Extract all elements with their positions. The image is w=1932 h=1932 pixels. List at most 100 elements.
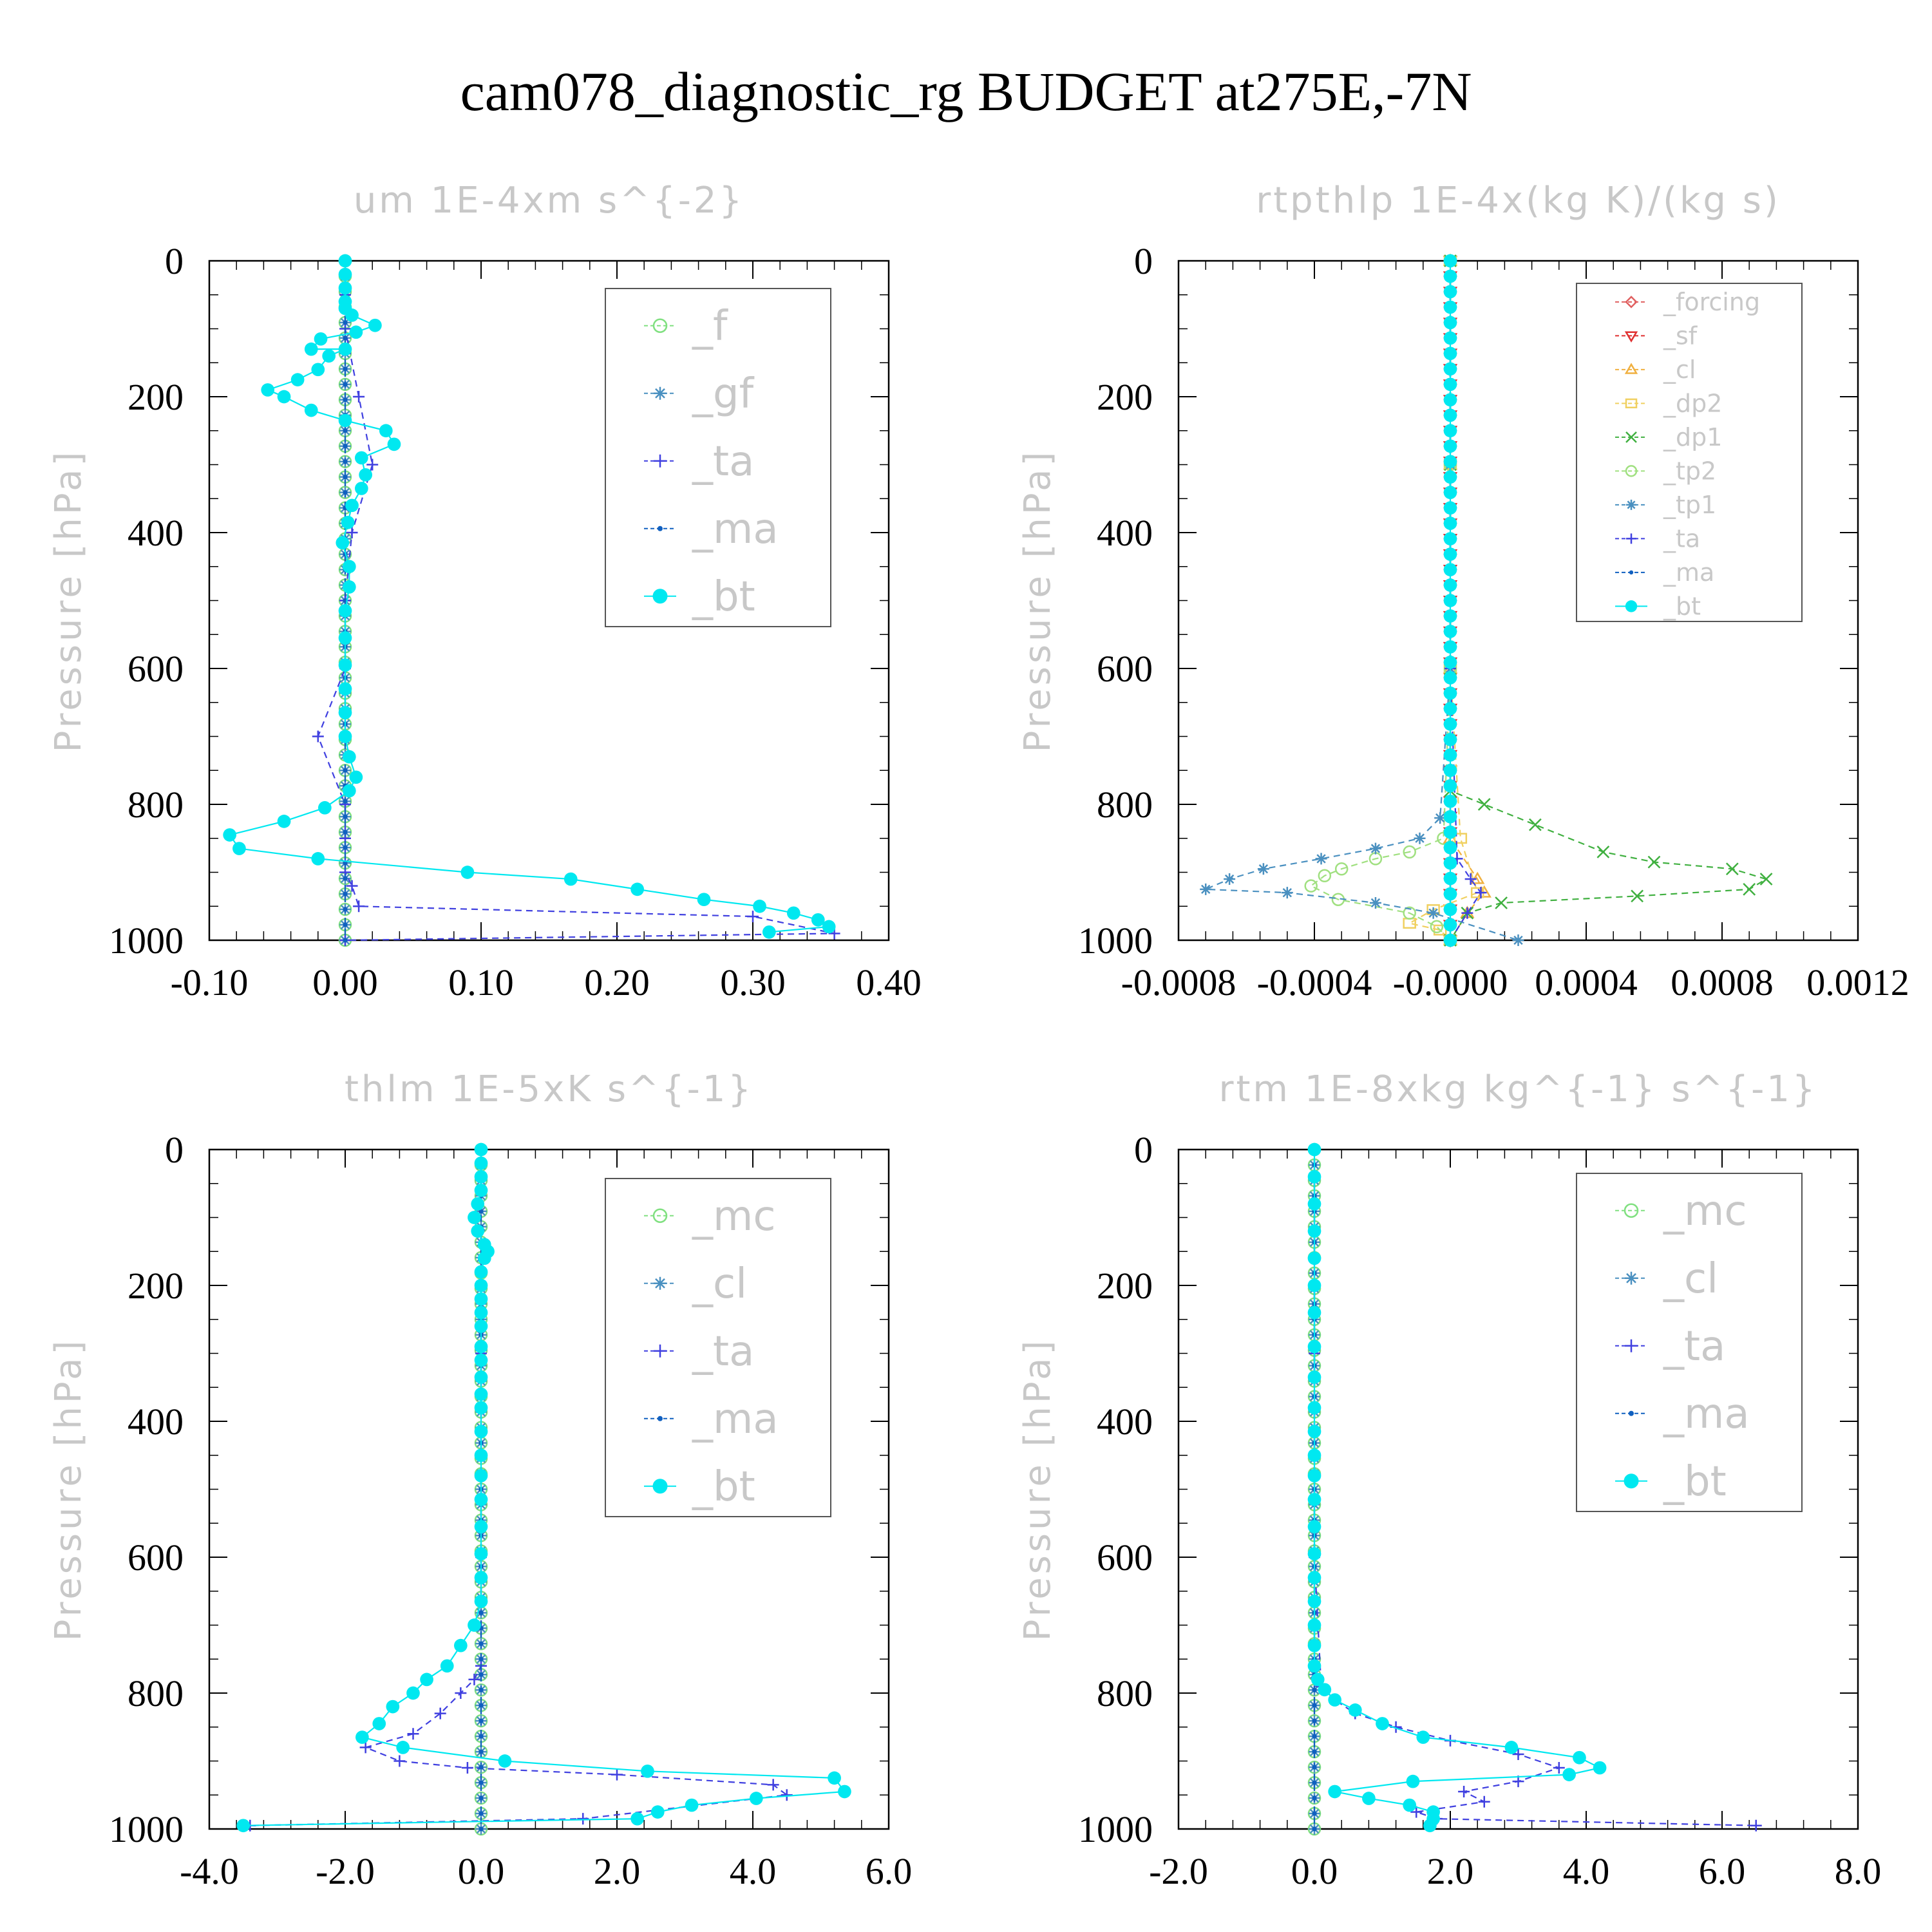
series-point <box>1427 907 1439 919</box>
series-point <box>478 1610 484 1615</box>
legend-marker <box>658 1416 663 1421</box>
series-point <box>455 1687 467 1699</box>
series-point <box>1504 1741 1519 1754</box>
series-point <box>474 1319 488 1333</box>
series-point <box>1458 1785 1470 1797</box>
series-point <box>474 1142 488 1157</box>
series-point <box>478 1687 484 1692</box>
legend-box <box>1576 1173 1803 1512</box>
x-tick-label: 0.0 <box>1291 1850 1338 1892</box>
series-point <box>353 391 365 402</box>
legend-label: _ta <box>1663 1323 1725 1370</box>
series-point <box>343 876 348 881</box>
series-point <box>407 1728 419 1740</box>
legend-label: _bt <box>692 1463 755 1511</box>
series-point <box>1312 1718 1317 1723</box>
y-axis-label: Pressure [hPa] <box>48 1338 90 1642</box>
series-point <box>474 1292 488 1306</box>
series-point <box>345 308 359 322</box>
y-tick-label: 0 <box>1134 1129 1153 1171</box>
legend-marker <box>1625 431 1637 443</box>
series-point <box>349 325 363 339</box>
series-point <box>474 1401 488 1415</box>
series-point <box>685 1798 699 1812</box>
series-point <box>354 482 368 495</box>
x-tick-label: -0.0008 <box>1121 961 1236 1003</box>
series-point <box>1318 1683 1332 1697</box>
legend-label: _cl <box>692 1260 747 1308</box>
series-point <box>387 437 401 451</box>
series-point <box>1433 924 1447 936</box>
series-point <box>1312 1765 1317 1770</box>
series-point <box>1315 853 1327 865</box>
legend-box <box>605 288 831 627</box>
series-point <box>343 938 348 943</box>
x-tick-label: -2.0 <box>1149 1850 1208 1892</box>
series-point <box>1443 763 1457 777</box>
series-point <box>236 1819 251 1833</box>
series-point <box>346 527 358 538</box>
panel-3: -4.0 -2.0 0.0 2.0 4.0 6.0 0 200 400 600 800 1000 thl… <box>48 1068 912 1892</box>
series-point <box>343 922 348 927</box>
y-tick-label: 800 <box>1097 784 1153 826</box>
series-point <box>343 829 348 835</box>
series-point <box>781 1789 793 1801</box>
series-point <box>1443 825 1457 839</box>
series-point <box>1311 1672 1325 1687</box>
series-point <box>338 631 352 645</box>
series-point <box>1312 1795 1317 1801</box>
legend-marker <box>654 1344 667 1358</box>
series-point <box>1512 1748 1524 1760</box>
series-point <box>474 1278 488 1293</box>
legend-label: _sf <box>1663 322 1698 350</box>
series-point <box>1562 1768 1576 1781</box>
series-point <box>1312 1687 1317 1692</box>
y-axis-label: Pressure [hPa] <box>48 449 90 753</box>
series-point <box>1443 377 1457 392</box>
series-point <box>1312 1811 1317 1816</box>
series-point <box>420 1672 433 1687</box>
y-tick-label: 600 <box>128 648 184 690</box>
y-tick-label: 1000 <box>109 1808 184 1850</box>
series-point <box>478 1765 484 1770</box>
series-point <box>1443 748 1457 762</box>
panel-2: -0.0008 -0.0004 -0.0000 0.0004 0.0008 0.0012 0… <box>1017 180 1909 1003</box>
series-point <box>1443 486 1457 500</box>
series-point <box>697 893 711 907</box>
series-point <box>338 254 352 268</box>
series-point <box>1307 1305 1321 1320</box>
legend-label: _ma <box>692 506 779 553</box>
series-point <box>1328 1785 1341 1799</box>
series-point <box>1443 424 1457 438</box>
series-point <box>474 1305 488 1320</box>
series-point <box>343 799 348 804</box>
series-point <box>1348 1703 1362 1717</box>
series-point <box>478 1718 484 1723</box>
series-point <box>474 1425 488 1439</box>
series-point <box>232 842 246 855</box>
series-point <box>630 882 645 896</box>
series-point <box>478 1749 484 1754</box>
series-point <box>1307 1224 1321 1238</box>
y-tick-label: 200 <box>128 376 184 418</box>
y-tick-label: 1000 <box>1078 1808 1153 1850</box>
series-point <box>1307 1448 1321 1463</box>
series-point <box>478 1780 484 1785</box>
series-point <box>1443 779 1457 793</box>
y-tick-label: 800 <box>128 784 184 826</box>
series-point <box>1443 470 1457 484</box>
series-point <box>1414 832 1426 844</box>
series-point <box>1573 1750 1586 1765</box>
y-tick-label: 600 <box>1097 1537 1153 1578</box>
series-point <box>343 459 348 464</box>
y-tick-label: 200 <box>128 1265 184 1307</box>
series-point <box>393 1755 406 1767</box>
series-line <box>1449 261 1482 941</box>
legend-label: _ta <box>692 1328 754 1376</box>
series-bt <box>223 254 836 939</box>
series-point <box>1281 887 1293 899</box>
series-tp1 <box>1200 255 1524 946</box>
x-tick-label: 0.10 <box>448 961 514 1003</box>
legend-label: _f <box>692 303 728 350</box>
